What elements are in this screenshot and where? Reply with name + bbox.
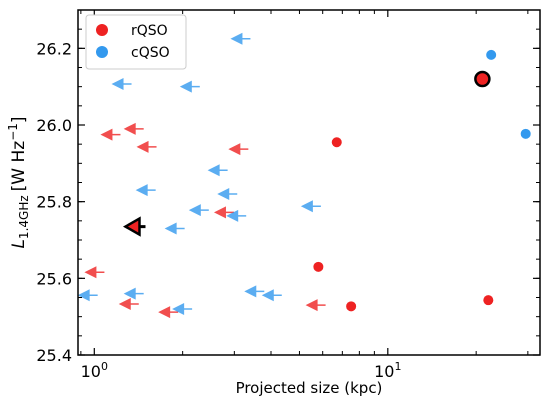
upper-limit-cqso: [244, 285, 265, 298]
upper-limit-cqso: [230, 32, 251, 45]
legend-marker-rqso: [96, 24, 108, 36]
point-cqso: [486, 49, 497, 60]
y-tick-label: 25.6: [36, 269, 72, 288]
upper-limit-cqso: [111, 77, 132, 90]
upper-limit-rqso: [305, 299, 326, 312]
upper-limit-cqso: [77, 289, 98, 302]
y-axis-label: L1.4GHz [W Hz−1]: [6, 116, 31, 248]
y-axis-label-close: ]: [9, 116, 29, 123]
point-rqso: [331, 137, 342, 148]
upper-limit-cqso: [164, 222, 185, 235]
x-tick-label: 100: [81, 360, 108, 381]
axis-ticks: 25.4 25.6 25.8 26.0 26.2 100 101: [36, 9, 540, 381]
upper-limit-rqso: [118, 298, 139, 311]
legend-label-rqso: rQSO: [131, 23, 168, 39]
y-axis-label-unit: [W Hz: [9, 141, 29, 192]
upper-limit-cqso: [188, 204, 209, 217]
upper-limit-cqso: [179, 80, 200, 93]
upper-limit-rqso: [84, 266, 105, 279]
upper-limit-cqso: [261, 289, 282, 302]
y-tick-label: 25.4: [36, 346, 72, 365]
upper-limit-rqso: [123, 122, 144, 135]
x-axis-label: Projected size (kpc): [236, 379, 383, 397]
y-axis-label-main: L: [9, 239, 29, 248]
upper-limit-cqso: [217, 188, 238, 200]
upper-limit-rqso: [213, 206, 234, 219]
point-rqso: [313, 261, 324, 272]
y-axis-label-sub: 1.4GHz: [17, 195, 31, 239]
y-tick-label: 26.2: [36, 39, 72, 58]
upper-limit-rqso: [136, 140, 157, 153]
y-tick-label: 25.8: [36, 193, 72, 212]
upper-limit-cqso: [123, 287, 144, 300]
highlight-point-rqso: [474, 70, 491, 88]
upper-limit-rqso: [100, 128, 121, 141]
upper-limit-cqso: [135, 184, 156, 197]
point-rqso: [346, 301, 357, 312]
upper-limit-cqso: [207, 164, 228, 177]
data-layer: [77, 32, 531, 319]
y-axis-label-exp: −1: [6, 123, 20, 141]
legend-box: [85, 14, 187, 70]
x-tick-label: 101: [374, 360, 401, 381]
highlight-upper-limit: [122, 216, 146, 237]
y-tick-label: 26.0: [36, 116, 72, 135]
legend: rQSO cQSO: [85, 14, 187, 70]
point-cqso: [520, 128, 531, 139]
upper-limit-cqso: [300, 200, 321, 213]
upper-limit-cqso: [172, 303, 193, 315]
legend-marker-cqso: [96, 46, 108, 58]
point-rqso: [483, 295, 494, 306]
upper-limit-rqso: [228, 143, 249, 156]
upper-limit-cqso: [226, 209, 247, 222]
legend-label-cqso: cQSO: [131, 45, 170, 61]
upper-limit-rqso: [158, 306, 179, 319]
